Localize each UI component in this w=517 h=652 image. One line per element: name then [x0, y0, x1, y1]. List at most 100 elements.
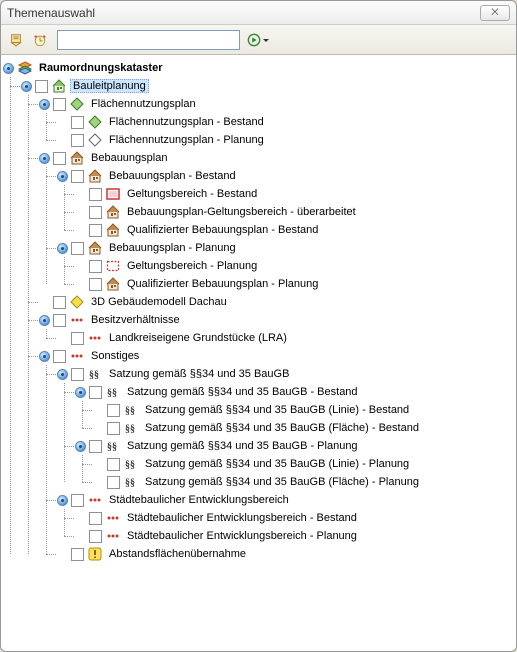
expand-toggle[interactable]: [39, 153, 50, 164]
tree-label[interactable]: Bauleitplanung: [70, 79, 149, 93]
checkbox[interactable]: [71, 170, 84, 183]
tree-label[interactable]: Sonstiges: [88, 349, 142, 363]
search-input[interactable]: [57, 30, 240, 50]
tree-scroll[interactable]: Raumordnungskataster Bauleitplanung Fläche…: [1, 55, 516, 651]
tree-row[interactable]: Qualifizierter Bebauungsplan - Bestand: [75, 221, 514, 239]
close-button[interactable]: ⨉: [480, 5, 510, 21]
tree-row[interactable]: Bebauungsplan - Bestand: [57, 167, 514, 185]
checkbox[interactable]: [71, 494, 84, 507]
checkbox[interactable]: [89, 386, 102, 399]
tree-row[interactable]: Flächennutzungsplan - Planung: [57, 131, 514, 149]
expand-toggle[interactable]: [39, 99, 50, 110]
tree-label[interactable]: Bebauungsplan - Bestand: [106, 169, 239, 183]
tree-row[interactable]: Qualifizierter Bebauungsplan - Planung: [75, 275, 514, 293]
checkbox[interactable]: [107, 422, 120, 435]
expand-toggle[interactable]: [3, 63, 14, 74]
tree-label[interactable]: Geltungsbereich - Planung: [124, 259, 260, 273]
tree-row[interactable]: Besitzverhältnisse: [39, 311, 514, 329]
tree-row[interactable]: Satzung gemäß §§34 und 35 BauGB (Fläche)…: [93, 419, 514, 437]
tree-label[interactable]: Satzung gemäß §§34 und 35 BauGB (Linie) …: [142, 457, 412, 471]
tree-label[interactable]: Städtebaulicher Entwicklungsbereich: [106, 493, 292, 507]
tree-row[interactable]: Satzung gemäß §§34 und 35 BauGB (Fläche)…: [93, 473, 514, 491]
expand-toggle[interactable]: [57, 495, 68, 506]
checkbox[interactable]: [71, 548, 84, 561]
checkbox[interactable]: [35, 80, 48, 93]
tree-row[interactable]: Städtebaulicher Entwicklungsbereich: [57, 491, 514, 509]
checkbox[interactable]: [71, 332, 84, 345]
checkbox[interactable]: [53, 350, 66, 363]
tree-label[interactable]: Bebauungsplan-Geltungsbereich - überarbe…: [124, 205, 359, 219]
tree-label[interactable]: Satzung gemäß §§34 und 35 BauGB - Planun…: [124, 439, 361, 453]
tree-label[interactable]: Satzung gemäß §§34 und 35 BauGB (Linie) …: [142, 403, 412, 417]
tree-row[interactable]: Landkreiseigene Grundstücke (LRA): [57, 329, 514, 347]
tree-row[interactable]: Raumordnungskataster: [3, 59, 514, 77]
tree-row[interactable]: Bauleitplanung: [21, 77, 514, 95]
tree-label[interactable]: Satzung gemäß §§34 und 35 BauGB - Bestan…: [124, 385, 361, 399]
tree-label[interactable]: Bebauungsplan: [88, 151, 170, 165]
checkbox[interactable]: [89, 440, 102, 453]
checkbox[interactable]: [53, 296, 66, 309]
expand-toggle[interactable]: [39, 351, 50, 362]
tree-label[interactable]: Satzung gemäß §§34 und 35 BauGB (Fläche)…: [142, 421, 422, 435]
checkbox[interactable]: [107, 404, 120, 417]
tree-label[interactable]: Städtebaulicher Entwicklungsbereich - Be…: [124, 511, 360, 525]
tree-label[interactable]: Landkreiseigene Grundstücke (LRA): [106, 331, 290, 345]
expand-toggle[interactable]: [57, 171, 68, 182]
tree-row[interactable]: 3D Gebäudemodell Dachau: [39, 293, 514, 311]
tree-row[interactable]: Geltungsbereich - Bestand: [75, 185, 514, 203]
checkbox[interactable]: [71, 116, 84, 129]
tree-row[interactable]: Geltungsbereich - Planung: [75, 257, 514, 275]
tree-row[interactable]: Satzung gemäß §§34 und 35 BauGB: [57, 365, 514, 383]
tree-row[interactable]: Sonstiges: [39, 347, 514, 365]
go-button[interactable]: [242, 29, 275, 51]
toolbar-btn-2[interactable]: [29, 29, 51, 51]
tree-label[interactable]: Geltungsbereich - Bestand: [124, 187, 260, 201]
tree-row[interactable]: Satzung gemäß §§34 und 35 BauGB - Bestan…: [75, 383, 514, 401]
checkbox[interactable]: [107, 476, 120, 489]
expand-toggle[interactable]: [39, 315, 50, 326]
tree-row[interactable]: Satzung gemäß §§34 und 35 BauGB (Linie) …: [93, 401, 514, 419]
checkbox[interactable]: [71, 134, 84, 147]
expand-toggle[interactable]: [21, 81, 32, 92]
checkbox[interactable]: [53, 152, 66, 165]
tree-label[interactable]: Satzung gemäß §§34 und 35 BauGB: [106, 367, 292, 381]
toolbar-btn-1[interactable]: [5, 29, 27, 51]
checkbox[interactable]: [89, 512, 102, 525]
tree-label[interactable]: Besitzverhältnisse: [88, 313, 183, 327]
tree-label[interactable]: Abstandsflächenübernahme: [106, 547, 249, 561]
tree-label[interactable]: Flächennutzungsplan - Bestand: [106, 115, 267, 129]
checkbox[interactable]: [89, 206, 102, 219]
tree-row[interactable]: Flächennutzungsplan - Bestand: [57, 113, 514, 131]
tree-label[interactable]: Flächennutzungsplan - Planung: [106, 133, 267, 147]
checkbox[interactable]: [107, 458, 120, 471]
expand-toggle[interactable]: [75, 441, 86, 452]
tree-row[interactable]: Städtebaulicher Entwicklungsbereich - Be…: [75, 509, 514, 527]
checkbox[interactable]: [89, 530, 102, 543]
checkbox[interactable]: [89, 224, 102, 237]
tree-row[interactable]: Flächennutzungsplan: [39, 95, 514, 113]
tree-label[interactable]: Qualifizierter Bebauungsplan - Planung: [124, 277, 321, 291]
tree-row[interactable]: Satzung gemäß §§34 und 35 BauGB - Planun…: [75, 437, 514, 455]
checkbox[interactable]: [89, 278, 102, 291]
checkbox[interactable]: [53, 98, 66, 111]
checkbox[interactable]: [71, 242, 84, 255]
tree-row[interactable]: Bebauungsplan - Planung: [57, 239, 514, 257]
tree-row[interactable]: Abstandsflächenübernahme: [57, 545, 514, 563]
tree-label[interactable]: Qualifizierter Bebauungsplan - Bestand: [124, 223, 321, 237]
tree-label[interactable]: Flächennutzungsplan: [88, 97, 199, 111]
tree-label[interactable]: Bebauungsplan - Planung: [106, 241, 239, 255]
tree-label[interactable]: Satzung gemäß §§34 und 35 BauGB (Fläche)…: [142, 475, 422, 489]
expand-toggle[interactable]: [57, 243, 68, 254]
expand-toggle[interactable]: [75, 387, 86, 398]
tree-label[interactable]: Raumordnungskataster: [36, 61, 165, 75]
checkbox[interactable]: [89, 188, 102, 201]
checkbox[interactable]: [71, 368, 84, 381]
tree-label[interactable]: 3D Gebäudemodell Dachau: [88, 295, 230, 309]
expand-toggle[interactable]: [57, 369, 68, 380]
tree-row[interactable]: Bebauungsplan-Geltungsbereich - überarbe…: [75, 203, 514, 221]
checkbox[interactable]: [89, 260, 102, 273]
tree-row[interactable]: Satzung gemäß §§34 und 35 BauGB (Linie) …: [93, 455, 514, 473]
tree-label[interactable]: Städtebaulicher Entwicklungsbereich - Pl…: [124, 529, 360, 543]
checkbox[interactable]: [53, 314, 66, 327]
tree-row[interactable]: Bebauungsplan: [39, 149, 514, 167]
